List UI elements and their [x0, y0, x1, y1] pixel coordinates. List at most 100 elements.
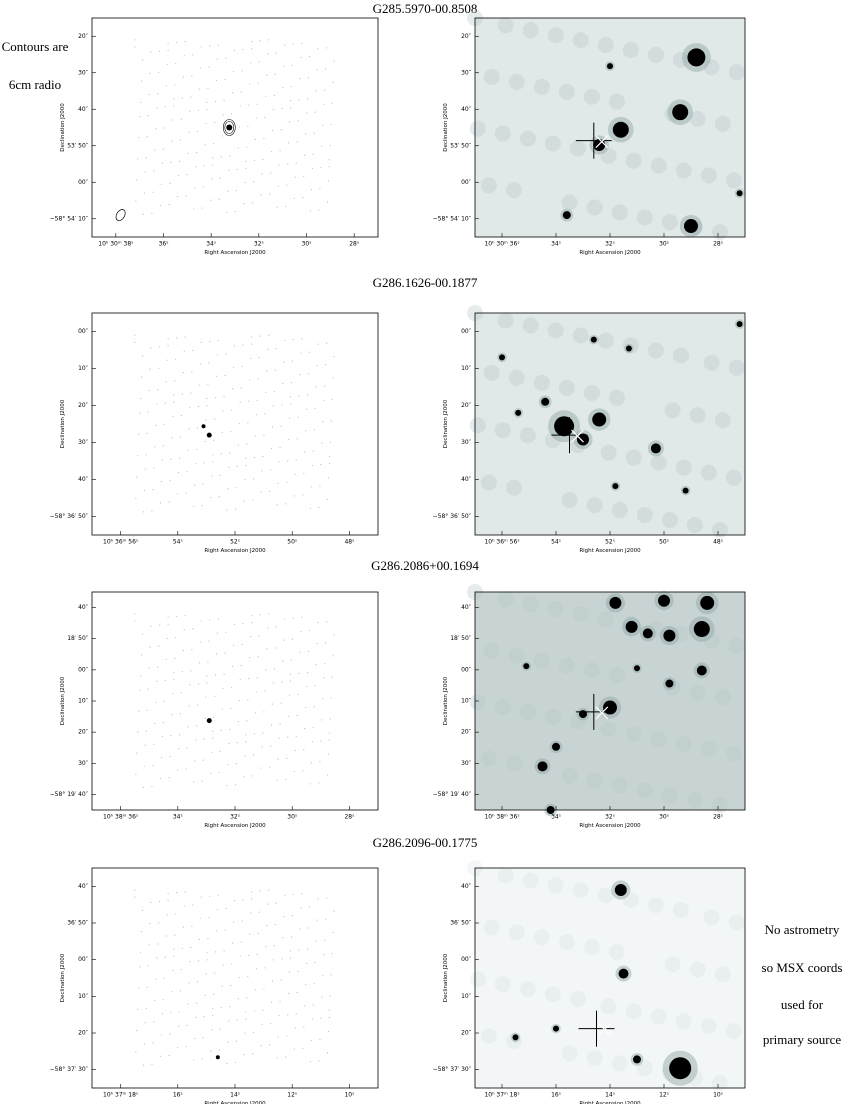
noise-speckle [198, 384, 201, 386]
noise-speckle [232, 388, 234, 390]
noise-speckle [328, 1009, 331, 1011]
noise-speckle [138, 137, 140, 139]
noise-speckle [332, 81, 334, 83]
source [618, 968, 629, 979]
y-tick-label: 00″ [461, 666, 472, 673]
noise-speckle [258, 635, 260, 637]
noise-speckle [309, 783, 312, 785]
noise-speckle [172, 119, 174, 121]
noise-speckle [176, 1046, 179, 1049]
noise-speckle [221, 985, 223, 988]
background-mottle [483, 364, 500, 381]
noise-speckle [254, 435, 256, 437]
noise-speckle [295, 162, 297, 164]
background-mottle [611, 777, 628, 794]
noise-speckle [173, 98, 175, 100]
noise-speckle [292, 893, 294, 896]
noise-speckle [135, 200, 137, 202]
noise-speckle [304, 451, 306, 453]
noise-speckle [296, 141, 298, 143]
noise-speckle [176, 196, 179, 198]
noise-speckle [135, 773, 137, 775]
noise-speckle [136, 1030, 138, 1032]
x-tick-label: 12ˢ [659, 1092, 669, 1099]
noise-speckle [288, 971, 291, 973]
noise-speckle [286, 1035, 288, 1037]
noise-speckle [333, 910, 335, 912]
noise-speckle [188, 131, 190, 133]
noise-speckle [225, 631, 227, 633]
noise-speckle [285, 205, 287, 207]
noise-speckle [283, 361, 285, 363]
noise-speckle [160, 756, 163, 759]
noise-speckle [272, 108, 275, 111]
noise-speckle [265, 391, 267, 393]
noise-speckle [275, 902, 277, 904]
noise-speckle [316, 919, 318, 921]
noise-speckle [328, 463, 331, 465]
noise-speckle [328, 1016, 331, 1018]
noise-speckle [141, 633, 144, 635]
source [650, 443, 661, 454]
noise-speckle [237, 444, 239, 446]
y-tick-label: 10″ [461, 698, 472, 705]
y-tick-label: 00″ [461, 179, 472, 186]
noise-speckle [281, 404, 283, 406]
noise-speckle [221, 708, 223, 710]
noise-speckle [306, 394, 309, 396]
noise-speckle [291, 64, 294, 67]
background-mottle [494, 125, 511, 142]
background-mottle [611, 1055, 628, 1072]
radio-image [92, 868, 378, 1088]
noise-speckle [147, 688, 149, 690]
noise-speckle [213, 439, 215, 442]
image-background [92, 868, 378, 1088]
noise-speckle [283, 639, 285, 641]
noise-speckle [143, 765, 145, 767]
x-axis-label: Right Ascension J2000 [204, 250, 266, 256]
noise-speckle [289, 100, 292, 102]
noise-speckle [165, 85, 167, 87]
noise-speckle [318, 209, 320, 211]
noise-speckle [228, 169, 230, 171]
noise-speckle [307, 927, 310, 929]
noise-speckle [162, 148, 164, 150]
background-mottle [583, 88, 600, 105]
y-tick-label: 40″ [78, 106, 89, 113]
background-mottle [508, 369, 525, 386]
noise-speckle [187, 449, 189, 451]
noise-speckle [187, 1003, 189, 1005]
noise-speckle [319, 1038, 321, 1041]
noise-speckle [147, 965, 149, 967]
noise-speckle [193, 505, 195, 508]
noise-speckle [230, 707, 232, 710]
noise-speckle [330, 420, 332, 422]
noise-speckle [279, 1000, 281, 1003]
source [553, 1025, 559, 1032]
noise-speckle [168, 1054, 170, 1056]
noise-speckle [173, 678, 175, 681]
noise-speckle [232, 644, 235, 646]
noise-speckle [194, 760, 196, 762]
noise-speckle [269, 1022, 272, 1025]
noise-speckle [266, 74, 268, 76]
source [537, 761, 548, 772]
noise-speckle [324, 939, 326, 942]
noise-speckle [274, 73, 276, 75]
noise-speckle [265, 669, 267, 671]
noise-speckle [232, 92, 234, 94]
noise-speckle [144, 468, 146, 470]
noise-speckle [148, 667, 150, 669]
x-tick-label: 32ˢ [605, 241, 615, 248]
background-mottle [572, 32, 589, 49]
noise-speckle [206, 675, 208, 677]
noise-speckle [197, 960, 200, 962]
noise-speckle [266, 370, 268, 372]
y-tick-label: 40″ [461, 476, 472, 483]
noise-speckle [179, 139, 182, 141]
radio-source [226, 124, 233, 131]
noise-speckle [256, 677, 258, 679]
noise-speckle [312, 153, 314, 155]
noise-speckle [313, 132, 315, 134]
noise-speckle [153, 743, 155, 745]
